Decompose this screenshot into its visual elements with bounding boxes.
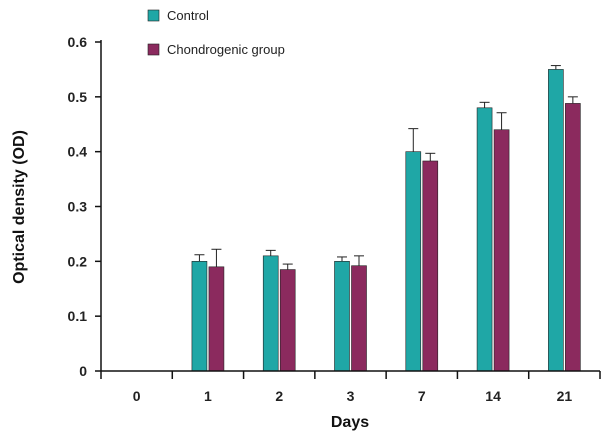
bar-chondrogenic — [493, 129, 510, 372]
legend-label-control: Control — [167, 8, 209, 23]
legend-swatch-chondrogenic — [147, 43, 160, 56]
y-tick-label: 0 — [79, 363, 87, 379]
bar-chondrogenic — [422, 160, 439, 372]
y-tick-label: 0.2 — [68, 253, 88, 269]
bar-chondrogenic — [208, 266, 225, 372]
bar-chondrogenic — [279, 269, 296, 372]
x-tick-label: 3 — [347, 388, 355, 404]
axes: 0 0.1 0.2 0.3 0.4 0.5 0.6 0 1 2 3 7 14 21 — [68, 34, 601, 404]
bar-control — [548, 69, 564, 372]
bar-control — [476, 107, 493, 372]
bar-chondrogenic — [351, 265, 367, 372]
y-tick-label: 0.4 — [68, 144, 88, 160]
x-tick-label: 21 — [557, 388, 573, 404]
y-tick-label: 0.3 — [68, 199, 88, 215]
x-axis-title: Days — [331, 414, 369, 431]
bar-control — [191, 261, 208, 372]
bar-chondrogenic — [565, 103, 581, 372]
x-tick-label: 2 — [275, 388, 283, 404]
x-tick-label: 14 — [485, 388, 501, 404]
y-axis-title: Optical density (OD) — [11, 130, 28, 284]
y-tick-label: 0.5 — [68, 89, 88, 105]
x-tick-label: 1 — [204, 388, 212, 404]
x-tick-label: 7 — [418, 388, 426, 404]
bars — [191, 65, 581, 372]
bar-control — [334, 261, 350, 372]
legend: Control Chondrogenic group — [147, 8, 285, 57]
y-tick-label: 0.6 — [68, 34, 88, 50]
bar-control — [262, 255, 279, 372]
legend-swatch-control — [147, 9, 160, 22]
bar-control — [405, 151, 422, 372]
y-tick-label: 0.1 — [68, 308, 88, 324]
legend-label-chondrogenic: Chondrogenic group — [167, 42, 285, 57]
x-tick-label: 0 — [133, 388, 141, 404]
